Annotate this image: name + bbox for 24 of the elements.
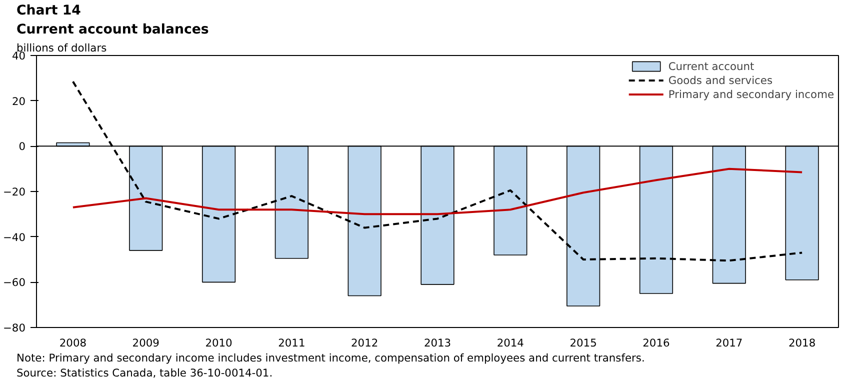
x-tick-label: 2011 [278,336,306,350]
y-tick-label: 20 [12,94,26,108]
source-note: Source: Statistics Canada, table 36-10-0014-01. [16,366,273,379]
x-tick-label: 2016 [642,336,670,350]
y-tick-label: −80 [3,322,26,334]
chart-title: Chart 14 [16,4,81,18]
x-tick-label: 2012 [351,336,378,350]
x-tick-label: 2017 [716,336,743,350]
y-tick-label: −20 [3,186,26,198]
legend-label: Primary and secondary income [668,87,834,101]
x-tick-label: 2014 [496,336,524,350]
x-tick-label: 2008 [59,336,87,350]
x-tick-label: 2018 [788,336,816,350]
y-tick-label: 0 [18,140,26,154]
y-tick-label: −60 [3,276,26,290]
x-tick-label: 2010 [205,336,233,350]
x-tick-label: 2013 [424,336,452,350]
text: Note: Primary and secondary income includes investment income, compensation of employees and current transfers. [16,352,645,364]
legend-label: Current account [668,59,754,73]
x-tick-label: 2009 [132,336,160,350]
chart-subtitle: Current account balances [16,22,209,38]
y-tick-label: −40 [3,230,26,244]
x-tick-label: 2015 [570,336,597,350]
legend-label: Goods and services [668,73,773,87]
